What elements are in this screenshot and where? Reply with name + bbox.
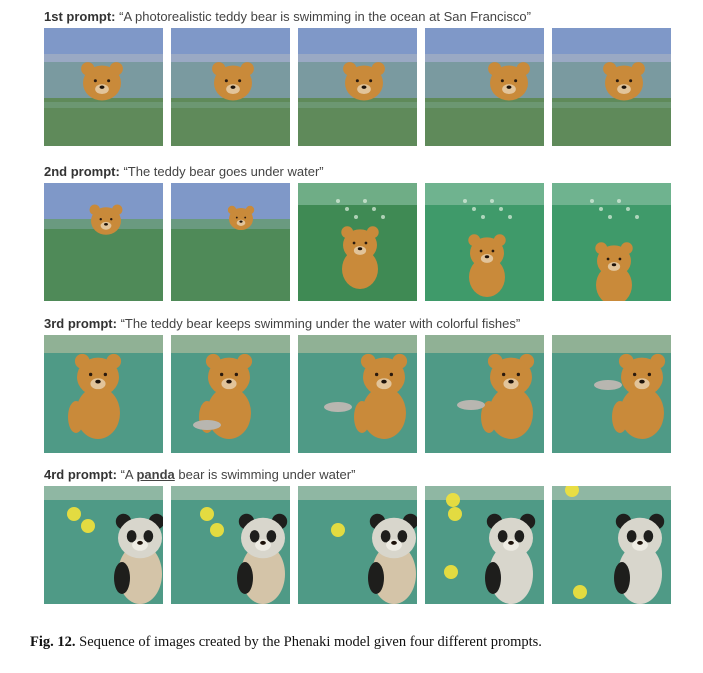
frame-strip-2 [44,183,674,301]
bear-fish-2 [171,335,290,453]
prompt-row-4: 4rd prompt: “A panda bear is swimming un… [44,466,674,604]
bear-diving-1 [44,183,163,301]
frame-strip-1 [44,28,674,146]
frame-image [298,183,417,301]
frame-image [171,28,290,146]
prompt-prefix: 4rd prompt: [44,467,117,482]
frame-image [425,28,544,146]
prompt-prefix: 2nd prompt: [44,164,120,179]
bear-fish-4 [425,335,544,453]
frame-strip-3 [44,335,674,453]
prompt-row-3: 3rd prompt: “The teddy bear keeps swimmi… [44,315,674,453]
bear-fish-1 [44,335,163,453]
caption-text: Sequence of images created by the Phenak… [75,634,542,650]
bear-surface-1 [44,28,163,146]
bear-surface-5 [552,28,671,146]
prompt-text: “The teddy bear goes under water” [123,164,324,179]
prompt-text: “The teddy bear keeps swimming under the… [120,316,521,331]
frame-image [425,486,544,604]
prompt-label-3: 3rd prompt: “The teddy bear keeps swimmi… [44,315,674,333]
caption-label: Fig. 12. [30,634,76,650]
bear-fish-5 [552,335,671,453]
frame-image [44,486,163,604]
prompt-label-2: 2nd prompt: “The teddy bear goes under w… [44,163,674,181]
prompt-keyword: panda [136,467,175,482]
panda-3 [298,486,417,604]
bear-surface-3 [298,28,417,146]
prompt-label-1: 1st prompt: “A photorealistic teddy bear… [44,8,674,26]
frame-image [552,183,671,301]
frame-image [44,335,163,453]
panda-5 [552,486,671,604]
prompt-prefix: 1st prompt: [44,9,116,24]
panda-1 [44,486,163,604]
prompt-row-1: 1st prompt: “A photorealistic teddy bear… [44,8,674,146]
prompt-row-2: 2nd prompt: “The teddy bear goes under w… [44,163,674,301]
frame-image [171,183,290,301]
bear-fish-3 [298,335,417,453]
frame-image [425,183,544,301]
frame-strip-4 [44,486,674,604]
frame-image [298,335,417,453]
prompt-label-4: 4rd prompt: “A panda bear is swimming un… [44,466,674,484]
frame-image [44,183,163,301]
bear-diving-5 [552,183,671,301]
frame-image [298,28,417,146]
frame-image [171,335,290,453]
bear-diving-3 [298,183,417,301]
bear-diving-4 [425,183,544,301]
bear-surface-4 [425,28,544,146]
bear-surface-2 [171,28,290,146]
prompt-text: “A photorealistic teddy bear is swimming… [119,9,531,24]
frame-image [425,335,544,453]
frame-image [552,335,671,453]
prompt-text-after: bear is swimming under water” [174,467,356,482]
prompt-text-before: “A [120,467,137,482]
panda-4 [425,486,544,604]
bear-diving-2 [171,183,290,301]
panda-2 [171,486,290,604]
prompt-prefix: 3rd prompt: [44,316,117,331]
frame-image [298,486,417,604]
frame-image [44,28,163,146]
frame-image [552,486,671,604]
frame-image [552,28,671,146]
figure-caption: Fig. 12. Sequence of images created by t… [30,634,690,651]
frame-image [171,486,290,604]
